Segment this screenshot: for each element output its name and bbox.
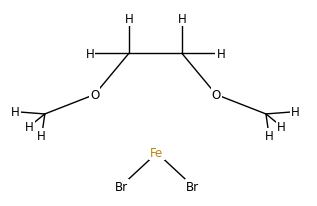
Text: H: H	[11, 106, 20, 119]
Text: H: H	[125, 13, 133, 26]
Text: H: H	[291, 106, 300, 119]
Text: H: H	[277, 121, 286, 133]
Text: H: H	[178, 13, 186, 26]
Text: H: H	[217, 48, 225, 61]
Text: Br: Br	[186, 180, 199, 193]
Text: H: H	[37, 130, 46, 143]
Text: H: H	[25, 121, 34, 133]
Text: Br: Br	[114, 180, 128, 193]
Text: H: H	[265, 130, 274, 143]
Text: Fe: Fe	[150, 147, 164, 160]
Text: O: O	[211, 89, 221, 102]
Text: O: O	[90, 89, 99, 102]
Text: H: H	[86, 48, 94, 61]
